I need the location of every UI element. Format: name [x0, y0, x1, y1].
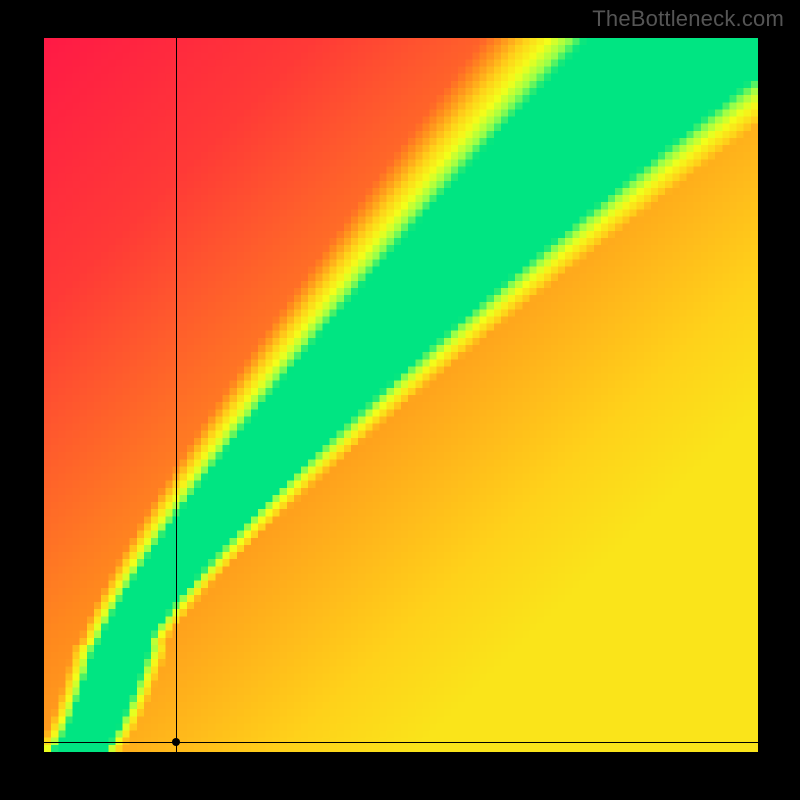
crosshair-horizontal-line	[44, 742, 758, 743]
plot-area	[44, 38, 758, 752]
crosshair-vertical-line	[176, 38, 177, 752]
bottleneck-heatmap	[44, 38, 758, 752]
attribution-text: TheBottleneck.com	[592, 6, 784, 32]
crosshair-marker	[172, 738, 180, 746]
page-root: { "attribution": { "text": "TheBottlenec…	[0, 0, 800, 800]
